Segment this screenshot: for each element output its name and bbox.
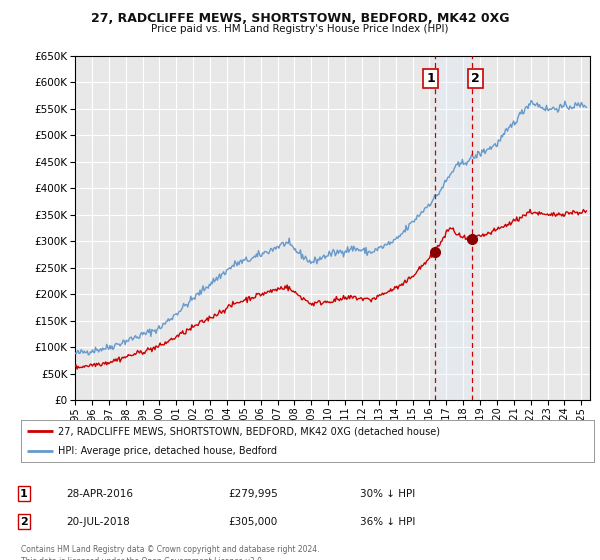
- Text: 1: 1: [427, 72, 435, 85]
- Text: £305,000: £305,000: [228, 517, 277, 527]
- Text: £279,995: £279,995: [228, 489, 278, 499]
- Text: 28-APR-2016: 28-APR-2016: [66, 489, 133, 499]
- Text: HPI: Average price, detached house, Bedford: HPI: Average price, detached house, Bedf…: [58, 446, 277, 456]
- Text: Contains HM Land Registry data © Crown copyright and database right 2024.
This d: Contains HM Land Registry data © Crown c…: [21, 545, 320, 560]
- Text: 36% ↓ HPI: 36% ↓ HPI: [360, 517, 415, 527]
- Text: 30% ↓ HPI: 30% ↓ HPI: [360, 489, 415, 499]
- Text: Price paid vs. HM Land Registry's House Price Index (HPI): Price paid vs. HM Land Registry's House …: [151, 24, 449, 34]
- Text: 1: 1: [20, 489, 28, 499]
- Text: 20-JUL-2018: 20-JUL-2018: [66, 517, 130, 527]
- Text: 2: 2: [470, 72, 479, 85]
- Bar: [435, 56, 472, 400]
- Text: 27, RADCLIFFE MEWS, SHORTSTOWN, BEDFORD, MK42 0XG (detached house): 27, RADCLIFFE MEWS, SHORTSTOWN, BEDFORD,…: [58, 426, 440, 436]
- Text: 27, RADCLIFFE MEWS, SHORTSTOWN, BEDFORD, MK42 0XG: 27, RADCLIFFE MEWS, SHORTSTOWN, BEDFORD,…: [91, 12, 509, 25]
- Text: 2: 2: [20, 517, 28, 527]
